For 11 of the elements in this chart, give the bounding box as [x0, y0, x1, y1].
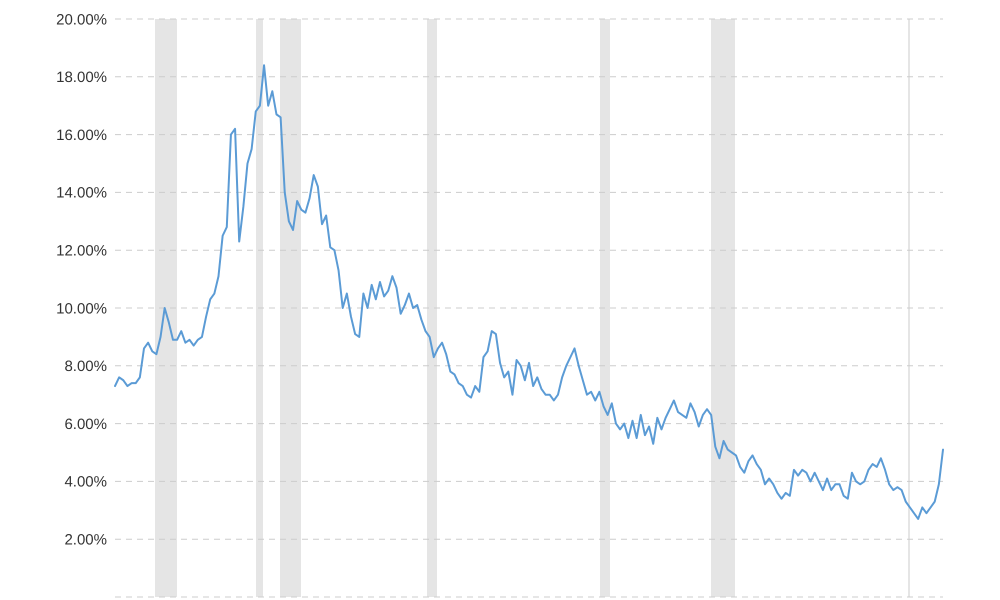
y-tick-label: 18.00%: [56, 69, 107, 86]
y-tick-label: 10.00%: [56, 300, 107, 318]
y-tick-label: 4.00%: [64, 474, 107, 491]
y-tick-label: 12.00%: [56, 242, 107, 260]
line-series: [114, 64, 944, 520]
y-tick-label: 16.00%: [56, 126, 107, 144]
y-tick-label: 8.00%: [64, 358, 107, 376]
y-tick-label: 2.00%: [64, 531, 107, 548]
y-tick-label: 20.00%: [56, 11, 107, 28]
y-tick-label: 6.00%: [64, 416, 107, 433]
y-tick-label: 14.00%: [56, 184, 107, 202]
